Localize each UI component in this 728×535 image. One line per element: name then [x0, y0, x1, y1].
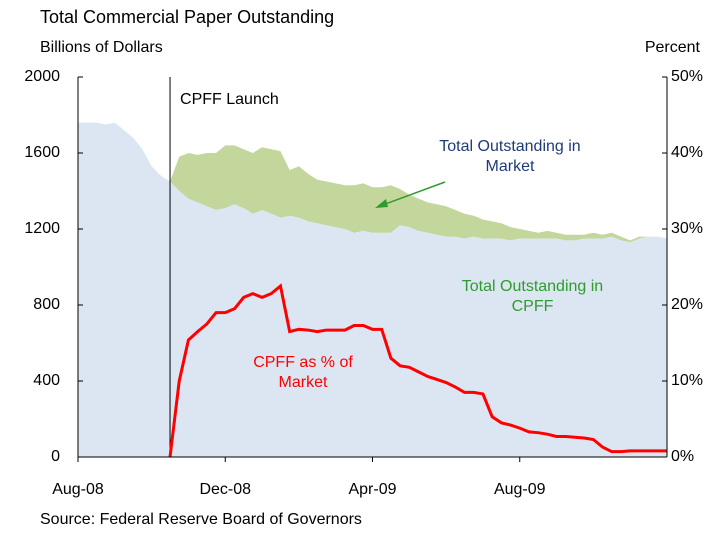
y-tick-label: 2000: [24, 68, 60, 85]
x-tick-label: Apr-09: [348, 481, 396, 498]
legend-entry: Total Outstanding in Market: [439, 138, 581, 175]
y2-tick-label: 0%: [671, 448, 694, 465]
y2-tick-label: 20%: [671, 296, 703, 313]
legend-entry: CPFF as % of Market: [253, 354, 353, 391]
plot-area: [78, 122, 667, 457]
x-tick-label: Aug-09: [494, 481, 546, 498]
line: [168, 283, 667, 458]
arrow-head: [375, 199, 388, 208]
area: [78, 122, 667, 457]
legend-entry: Total Outstanding in CPFF: [461, 278, 604, 315]
arrow: [375, 181, 446, 208]
y2-tick-label: 40%: [671, 144, 703, 161]
source-note: Source: Federal Reserve Board of Governo…: [40, 511, 362, 528]
y-tick-label: 800: [33, 296, 60, 313]
y2-tick-label: 50%: [671, 68, 703, 85]
y-tick-label: 400: [33, 372, 60, 389]
y-axis-label: Billions of Dollars: [40, 39, 163, 56]
x-tick-label: Dec-08: [199, 481, 251, 498]
y-tick-label: 0: [51, 448, 60, 465]
area: [170, 145, 667, 243]
y2-tick-label: 10%: [671, 372, 703, 389]
y2-axis-label: Percent: [645, 39, 701, 56]
y-tick-label: 1600: [24, 144, 60, 161]
arrow-shaft: [379, 181, 446, 207]
y-tick-label: 1200: [24, 220, 60, 237]
x-tick-label: Aug-08: [52, 481, 104, 498]
chart-title: Total Commercial Paper Outstanding: [40, 7, 334, 27]
annotation: CPFF Launch: [180, 91, 279, 108]
y2-tick-label: 30%: [671, 220, 703, 237]
